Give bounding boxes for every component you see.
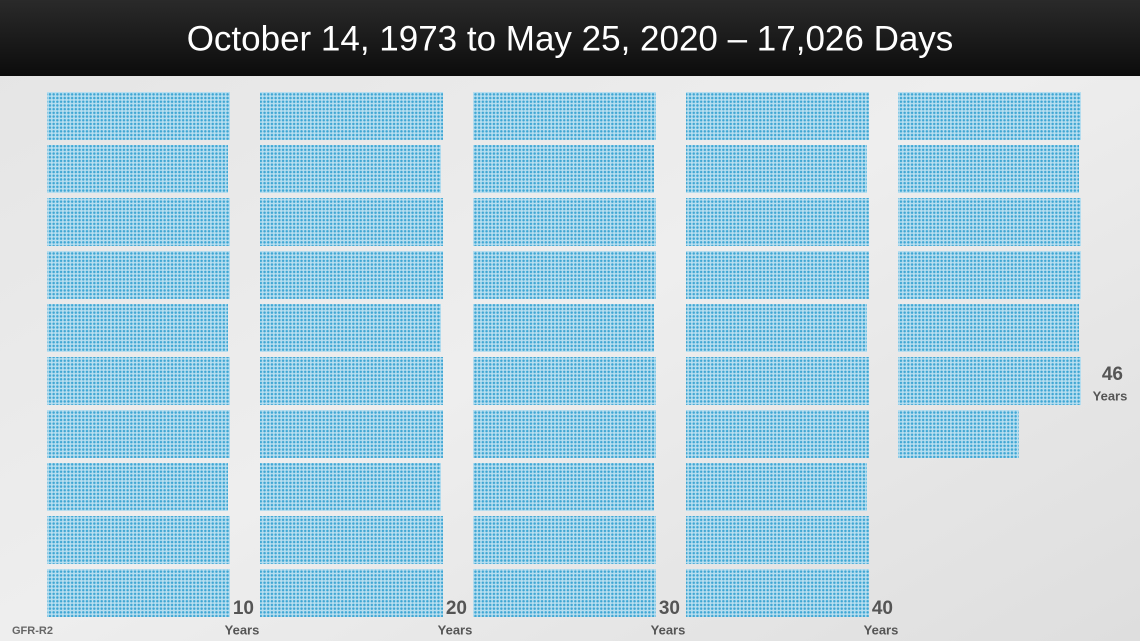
year-block — [47, 92, 230, 140]
year-block — [898, 357, 1081, 405]
year-block — [473, 251, 656, 299]
year-block — [260, 251, 443, 299]
year-block — [686, 145, 867, 193]
year-labels: 10 Years 20 Years 30 Years 40 Years 46 Years — [225, 364, 1128, 637]
year-block — [47, 569, 230, 617]
year-block — [473, 198, 656, 246]
year-unit: Years — [1093, 388, 1128, 403]
year-block — [686, 92, 869, 140]
year-block — [47, 145, 228, 193]
year-unit: Years — [438, 622, 473, 637]
year-block — [898, 198, 1081, 246]
year-block — [260, 357, 443, 405]
year-block — [898, 304, 1079, 352]
year-block — [898, 92, 1081, 140]
year-block — [260, 92, 443, 140]
year-block — [686, 463, 867, 511]
year-number: 30 — [659, 598, 680, 619]
year-block — [47, 463, 228, 511]
year-block — [473, 410, 656, 458]
year-number: 20 — [446, 598, 467, 619]
year-block — [47, 516, 230, 564]
year-block — [260, 145, 441, 193]
year-block — [47, 304, 228, 352]
year-unit: Years — [864, 622, 899, 637]
title-bar — [0, 0, 1140, 76]
year-number: 10 — [233, 598, 254, 619]
partial-year-block — [898, 410, 1019, 458]
year-block — [473, 304, 654, 352]
year-block — [473, 516, 656, 564]
year-block — [260, 410, 443, 458]
year-block — [473, 92, 656, 140]
year-unit: Years — [651, 622, 686, 637]
year-block — [47, 198, 230, 246]
year-block — [260, 304, 441, 352]
year-block — [898, 251, 1081, 299]
year-block — [47, 410, 230, 458]
year-block — [898, 145, 1079, 193]
year-block — [47, 357, 230, 405]
year-block — [686, 304, 867, 352]
year-block — [473, 569, 656, 617]
year-block — [473, 145, 654, 193]
year-block — [686, 410, 869, 458]
year-block — [473, 463, 654, 511]
year-block — [686, 251, 869, 299]
year-number: 46 — [1102, 364, 1123, 385]
year-unit: Years — [225, 622, 260, 637]
footer: GFR-R2 — [12, 625, 53, 637]
year-block — [47, 251, 230, 299]
year-block — [686, 198, 869, 246]
day-grid — [47, 92, 1081, 617]
year-block — [260, 516, 443, 564]
year-block — [686, 569, 869, 617]
year-number: 40 — [872, 598, 893, 619]
year-block — [473, 357, 656, 405]
year-block — [260, 569, 443, 617]
year-block — [686, 357, 869, 405]
year-block — [260, 463, 441, 511]
year-block — [686, 516, 869, 564]
year-block — [260, 198, 443, 246]
title: October 14, 1973 to May 25, 2020 – 17,02… — [187, 19, 954, 58]
